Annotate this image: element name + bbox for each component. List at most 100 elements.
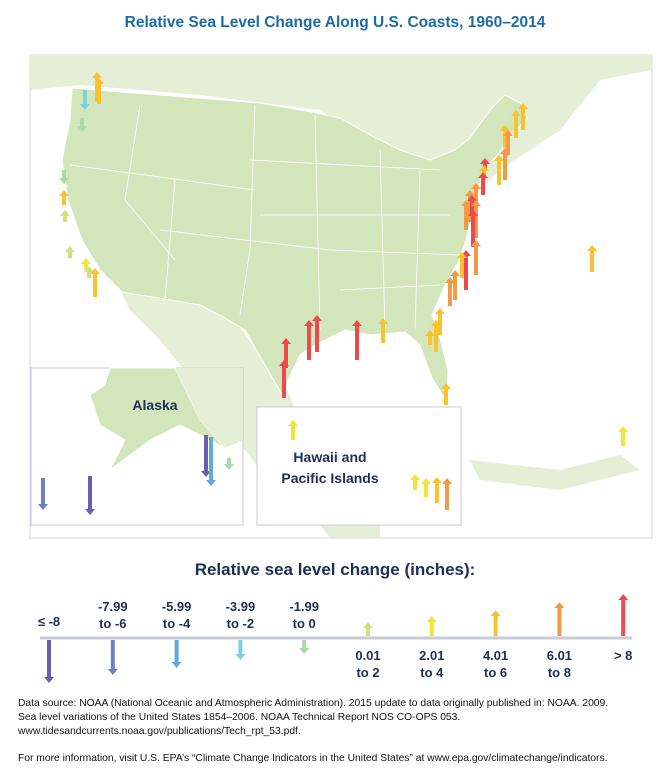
legend-label-line: ≤ -8 (37, 614, 61, 629)
station-arrow (431, 320, 441, 352)
map-title: Relative Sea Level Change Along U.S. Coa… (124, 14, 546, 31)
legend-label: 2.01 to 4 (397, 647, 467, 681)
hawaii-label-line1: Hawaii and (293, 449, 367, 465)
legend-label-line: 0.01 (355, 648, 381, 663)
station-arrow (59, 190, 69, 205)
station-arrow (352, 320, 362, 360)
station-arrow (279, 360, 289, 398)
legend-label-line: -1.99 (289, 599, 319, 614)
station-arrow (432, 477, 442, 503)
source-line-2: Sea level variations of the United State… (18, 712, 461, 723)
station-arrow (435, 308, 445, 335)
legend-label-line: to -4 (162, 616, 191, 631)
station-arrow (471, 240, 481, 275)
station-arrow (312, 315, 322, 352)
state-borders (69, 104, 461, 331)
station-arrow (468, 210, 478, 247)
station-arrow (60, 210, 70, 222)
station-arrow (445, 277, 455, 306)
station-arrow (201, 435, 211, 477)
station-arrow (94, 78, 104, 104)
station-arrow (281, 338, 291, 368)
legend-arrow (554, 602, 565, 636)
legend-label-line: to -6 (99, 616, 127, 631)
station-arrow (224, 458, 234, 470)
station-arrow (85, 476, 95, 515)
station-arrow (511, 110, 521, 138)
station-arrow (65, 246, 75, 258)
station-arrow (494, 155, 504, 185)
footnote: Data source: NOAA (National Oceanic and … (18, 697, 608, 766)
station-arrow (304, 320, 314, 360)
legend-label-line: to 0 (292, 616, 316, 631)
station-arrow (461, 200, 471, 230)
alaska-inset (30, 367, 244, 526)
legend-label-line: to 4 (420, 665, 444, 680)
legend-arrow (235, 640, 246, 660)
legend-arrow (426, 616, 437, 636)
station-arrow (587, 245, 597, 272)
sea-level-map (29, 54, 653, 683)
legend-title: Relative sea level change (inches): (194, 560, 476, 579)
station-arrow (442, 478, 452, 510)
station-arrow (450, 270, 460, 300)
station-arrow (77, 118, 87, 132)
station-arrow (503, 130, 513, 155)
legend-label: ≤ -8 (14, 613, 84, 630)
legend-label-line: to 8 (547, 665, 571, 680)
station-arrow (84, 266, 94, 278)
station-arrow (518, 103, 528, 130)
alaska-label: Alaska (132, 397, 178, 413)
station-arrow (410, 474, 420, 490)
legend-label-line: to -2 (226, 616, 255, 631)
station-arrow (288, 420, 298, 440)
more-info: For more information, visit U.S. EPA’s “… (18, 753, 608, 764)
legend-label-line: 4.01 (482, 648, 509, 663)
source-line-1: Data source: NOAA (National Oceanic and … (18, 698, 609, 709)
station-arrow (81, 258, 91, 270)
legend-label-line: 6.01 (546, 648, 573, 663)
hawaii-label: Hawaii and Pacific Islands (270, 447, 390, 489)
legend-label: > 8 (588, 647, 658, 664)
station-arrow (90, 268, 100, 297)
legend-arrows (40, 594, 632, 683)
legend-label: -5.99 to -4 (142, 598, 212, 632)
legend-arrow (44, 640, 54, 683)
legend-arrow (107, 640, 118, 675)
station-arrow (457, 252, 467, 278)
station-arrows (38, 72, 628, 515)
legend-label: -3.99 to -2 (205, 598, 275, 632)
station-arrow (441, 383, 451, 405)
station-arrow (206, 437, 216, 486)
legend-label-line: -5.99 (161, 599, 192, 614)
legend-arrow (363, 622, 373, 636)
legend-arrow (299, 640, 310, 654)
legend-label-line: 2.01 (419, 648, 445, 663)
legend-label-line: to 2 (356, 665, 380, 680)
legend-label-line: to 6 (484, 665, 508, 680)
legend-label: 0.01 to 2 (333, 647, 403, 681)
station-arrow (471, 183, 481, 205)
hawaii-label-line2: Pacific Islands (281, 470, 379, 486)
station-arrow (618, 426, 628, 446)
legend-arrow (490, 610, 501, 636)
legend-label-line: -3.99 (225, 599, 256, 614)
legend-arrow (618, 594, 629, 636)
legend-label-line: -7.99 (97, 599, 128, 614)
legend-arrow (171, 640, 182, 668)
station-arrow (425, 330, 435, 345)
legend-label: 6.01 to 8 (524, 647, 594, 681)
station-arrow (471, 200, 481, 238)
legend-label-line: > 8 (613, 648, 633, 663)
legend-label: -1.99 to 0 (269, 598, 339, 632)
station-arrow (378, 318, 388, 343)
station-arrow (80, 90, 90, 110)
legend-label: -7.99 to -6 (78, 598, 148, 632)
station-arrow (500, 148, 510, 180)
source-link[interactable]: www.tidesandcurrents.noaa.gov/publicatio… (18, 726, 301, 737)
station-arrow (467, 195, 477, 215)
contiguous-us (61, 87, 528, 404)
legend-label: 4.01 to 6 (461, 647, 531, 681)
station-arrow (421, 478, 431, 497)
station-arrow (59, 170, 69, 184)
